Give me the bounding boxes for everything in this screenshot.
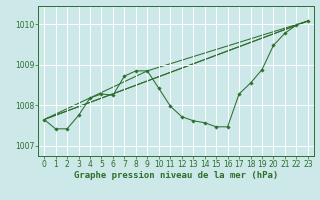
X-axis label: Graphe pression niveau de la mer (hPa): Graphe pression niveau de la mer (hPa) [74, 171, 278, 180]
